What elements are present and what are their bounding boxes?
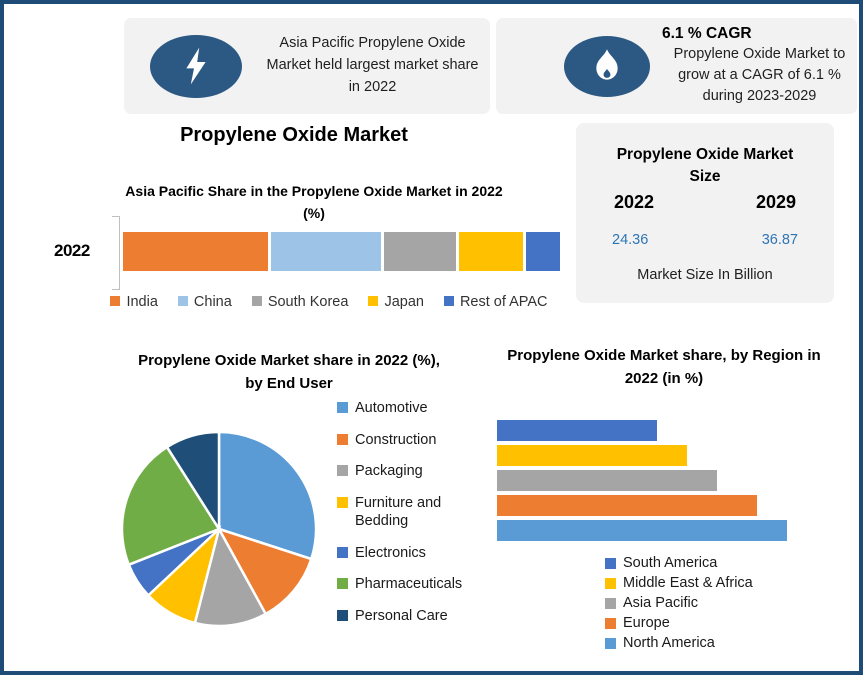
legend-label: Furniture and Bedding [355, 494, 442, 529]
legend-swatch-india [110, 296, 121, 306]
legend-swatch-china [177, 296, 188, 306]
stack-segment-south-korea [384, 232, 457, 271]
legend-item-north-america: North America [605, 633, 753, 653]
legend-item-construction: Construction [337, 431, 477, 449]
legend-item-furniture-and-bedding: Furniture and Bedding [337, 494, 477, 530]
market-size-year-2022: 2022 [614, 192, 655, 213]
legend-swatch-japan [368, 296, 379, 306]
legend-label: South Korea [267, 294, 349, 310]
legend-label: China [193, 294, 232, 310]
legend-label: Pharmaceuticals [355, 576, 463, 593]
legend-label: Japan [384, 294, 424, 310]
legend-item-india: India [110, 293, 158, 311]
legend-swatch-north-america [605, 637, 616, 649]
market-size-year-2029: 2029 [755, 192, 796, 213]
legend-item-electronics: Electronics [337, 544, 477, 562]
legend-label: Automotive [355, 400, 428, 416]
region-bar-europe [497, 495, 757, 516]
region-chart-legend: South America Middle East & Africa Asia Pa… [605, 553, 753, 653]
legend-swatch-electronics [337, 546, 348, 558]
pie-chart [120, 430, 318, 628]
market-size-footnote: Market Size In Billion [637, 267, 773, 284]
pie-slice-automotive [217, 430, 318, 561]
market-size-value-2029: 36.87 [761, 232, 798, 249]
legend-label: South America [623, 555, 718, 571]
legend-label: North America [623, 635, 715, 651]
legend-swatch-packaging [337, 465, 348, 477]
legend-item-personal-care: Personal Care [337, 607, 477, 625]
legend-label: India [126, 294, 158, 310]
legend-label: Electronics [355, 544, 426, 561]
legend-swatch-europe [605, 617, 616, 629]
pie-chart-legend: Automotive Construction Packaging Furniture… [337, 399, 477, 625]
legend-label: Middle East & Africa [623, 575, 753, 591]
flame-icon [564, 35, 650, 97]
pie-slice-personal-care [165, 430, 221, 534]
legend-swatch-south-america [605, 557, 616, 569]
pie-chart-title: Propylene Oxide Market share in 2022 (%)… [138, 352, 440, 393]
legend-item-europe: Europe [605, 613, 753, 633]
legend-item-rest-of-apac: Rest of APAC [443, 293, 548, 311]
pie-slice-construction [216, 526, 313, 616]
lightning-bolt-icon [150, 34, 242, 98]
legend-item-middle-east-africa: Middle East & Africa [605, 573, 753, 593]
market-size-card: Propylene Oxide Market Size 2022 2029 24… [576, 123, 834, 303]
stacked-bar [123, 232, 560, 271]
legend-item-japan: Japan [368, 293, 424, 311]
legend-item-pharmaceuticals: Pharmaceuticals [337, 575, 477, 593]
legend-item-automotive: Automotive [337, 399, 477, 417]
pie-slice-pharmaceuticals [120, 445, 221, 567]
region-bar-asia-pacific [497, 470, 717, 491]
region-bar-north-america [497, 520, 787, 541]
market-size-title: Propylene Oxide Market Size [616, 146, 794, 185]
market-size-value-2022: 24.36 [612, 232, 649, 249]
legend-swatch-middle-east-africa [605, 577, 616, 589]
legend-swatch-rest-of-apac [443, 296, 454, 306]
highlight-card-cagr: 6.1 % CAGR Propylene Oxide Market to gro… [496, 18, 857, 114]
legend-swatch-construction [337, 433, 348, 445]
market-size-values: 24.36 36.87 [576, 213, 834, 248]
stacked-chart-category-label: 2022 [54, 241, 90, 260]
legend-item-south-korea: South Korea [251, 293, 349, 311]
stacked-chart-axis [112, 216, 127, 290]
legend-swatch-automotive [337, 402, 348, 413]
stack-segment-rest-of-apac [526, 232, 560, 271]
legend-swatch-pharmaceuticals [337, 578, 348, 590]
legend-label: Rest of APAC [459, 294, 548, 310]
legend-swatch-asia-pacific [605, 597, 616, 609]
highlight-card-asia-pacific: Asia Pacific Propylene Oxide Market held… [124, 18, 490, 114]
legend-swatch-personal-care [337, 609, 348, 621]
stacked-chart-legend: India China South Korea Japan Rest of APAC [94, 293, 564, 311]
legend-item-south-america: South America [605, 553, 753, 573]
legend-item-china: China [177, 293, 232, 311]
legend-label: Asia Pacific [623, 595, 698, 611]
cagr-body: Propylene Oxide Market to grow at a CAGR… [673, 45, 846, 104]
stacked-chart-title: Asia Pacific Share in the Propylene Oxid… [125, 183, 503, 221]
highlight-card-cagr-text: 6.1 % CAGR Propylene Oxide Market to gro… [662, 25, 857, 107]
highlight-card-text: Asia Pacific Propylene Oxide Market held… [266, 35, 479, 95]
page-title: Propylene Oxide Market [180, 124, 408, 146]
legend-item-asia-pacific: Asia Pacific [605, 593, 753, 613]
legend-item-packaging: Packaging [337, 462, 477, 480]
legend-label: Europe [623, 615, 670, 631]
region-bars [497, 420, 787, 545]
stack-segment-china [270, 232, 381, 271]
legend-swatch-furniture-and-bedding [337, 496, 348, 508]
legend-label: Construction [355, 431, 437, 448]
legend-label: Personal Care [355, 607, 448, 624]
stack-segment-india [123, 232, 268, 271]
cagr-heading: 6.1 % CAGR [662, 24, 752, 42]
legend-swatch-south-korea [251, 296, 262, 306]
legend-label: Packaging [355, 463, 423, 480]
region-chart-title: Propylene Oxide Market share, by Region … [507, 347, 821, 387]
pie-slice-packaging [193, 525, 268, 628]
region-bar-middle-east-africa [497, 445, 687, 466]
market-size-years: 2022 2029 [576, 187, 834, 213]
region-bar-south-america [497, 420, 657, 441]
stack-segment-japan [459, 232, 523, 271]
